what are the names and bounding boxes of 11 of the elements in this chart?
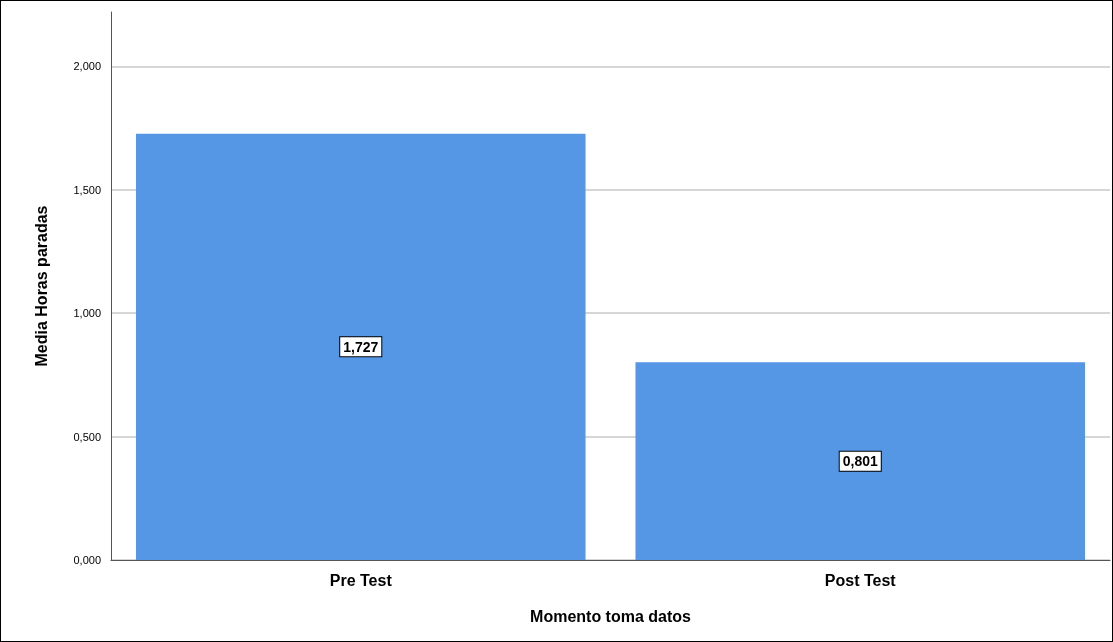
y-tick-label: 2,000	[73, 60, 101, 73]
y-axis-title: Media Horas paradas	[32, 205, 50, 367]
data-label: 1,727	[343, 338, 379, 355]
x-tick-label: Pre Test	[329, 571, 393, 589]
y-tick-label: 0,000	[73, 554, 101, 566]
y-tick-label: 1,000	[73, 307, 101, 320]
y-tick-label: 0,500	[73, 430, 101, 443]
x-tick-label: Post Test	[824, 571, 897, 589]
x-axis-title: Momento toma datos	[530, 607, 692, 625]
data-label: 0,801	[842, 453, 878, 470]
y-tick-label: 1,500	[73, 183, 101, 196]
